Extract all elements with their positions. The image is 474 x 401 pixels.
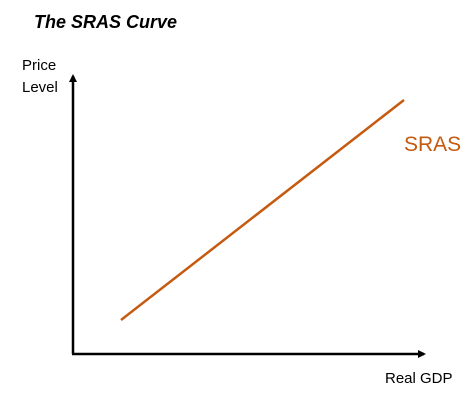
- sras-curve: [120, 99, 405, 321]
- title: The SRAS Curve: [34, 12, 177, 32]
- y-axis-label: Price: [22, 57, 56, 74]
- x-axis-label: Real GDP: [385, 370, 453, 387]
- y-axis-label: Level: [22, 79, 58, 96]
- curve-label: SRAS: [404, 133, 461, 156]
